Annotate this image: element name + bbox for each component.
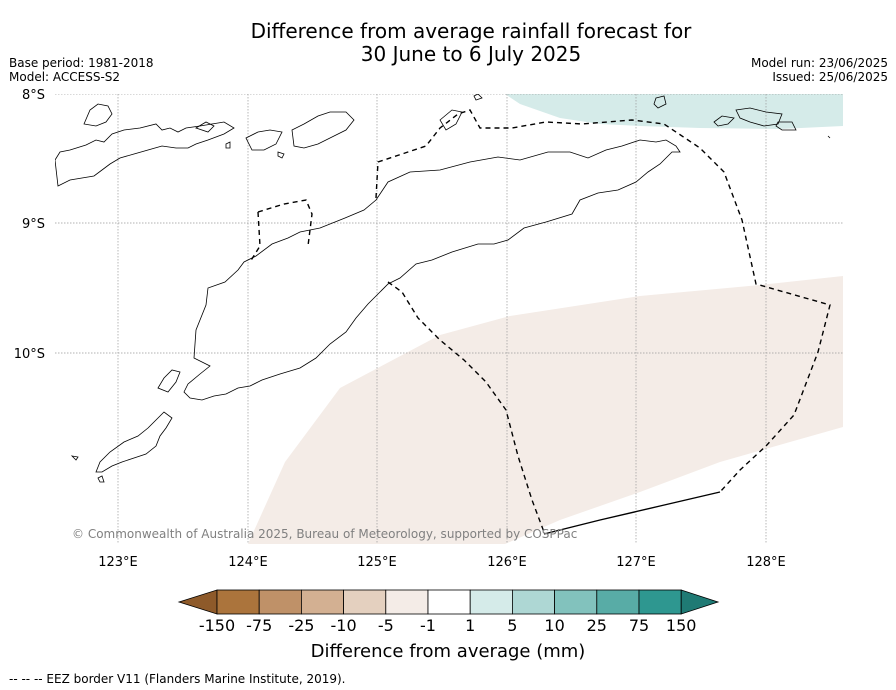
colorbar-segment [343, 589, 387, 615]
ndao-coast [97, 475, 105, 483]
lon-labels: 123°E 124°E 125°E 126°E 127°E 128°E [98, 555, 786, 570]
eez-south [387, 281, 545, 533]
maluku-islet-2 [713, 115, 735, 127]
colorbar-tick-label: 75 [629, 616, 649, 635]
title-line-2: 30 June to 6 July 2025 [360, 42, 582, 66]
maluku-islet-5 [473, 94, 483, 101]
colorbar-segment [258, 589, 302, 615]
colorbar-segment [469, 589, 513, 615]
colorbar-tick-label: -5 [378, 616, 394, 635]
colorbar-tick-label: 1 [465, 616, 475, 635]
title-line-1: Difference from average rainfall forecas… [250, 19, 692, 43]
colorbar-label: Difference from average (mm) [310, 641, 586, 662]
colorbar-segment [512, 589, 556, 615]
lon-label: 127°E [616, 555, 656, 570]
lon-label: 123°E [98, 555, 138, 570]
colorbar-segments [177, 589, 720, 615]
colorbar-ticks: -150 -75 -25 -10 -5 -1 1 5 10 25 75 150 [199, 616, 697, 635]
alor-coast-2 [83, 103, 113, 127]
semau-coast [157, 369, 181, 393]
islet-2 [195, 121, 215, 133]
issued-date: Issued: 25/06/2025 [772, 70, 888, 84]
alor-coast [55, 121, 235, 187]
lat-label: 9°S [22, 217, 45, 232]
lon-label: 125°E [357, 555, 397, 570]
base-info: Base period: 1981-2018 Model: ACCESS-S2 [9, 56, 154, 84]
colorbar-segment [427, 589, 471, 615]
colorbar-tick-label: -1 [420, 616, 436, 635]
colorbar-tick-label: 25 [587, 616, 607, 635]
colorbar-segment [554, 589, 598, 615]
lat-labels: 8°S 9°S 10°S [14, 88, 45, 362]
colorbar-tick-label: -10 [331, 616, 357, 635]
maritime-boundary [543, 491, 721, 535]
eez-timor-leste [375, 109, 831, 493]
lon-label: 126°E [487, 555, 527, 570]
base-period: Base period: 1981-2018 [9, 56, 154, 70]
colorbar-tick-label: -75 [246, 616, 272, 635]
colorbar: -150 -75 -25 -10 -5 -1 1 5 10 25 75 150 [177, 589, 720, 635]
colorbar-tick-label: 5 [507, 616, 517, 635]
lat-label: 8°S [22, 88, 45, 103]
islet-1 [245, 129, 283, 151]
map-area: © Commonwealth of Australia 2025, Bureau… [55, 94, 843, 544]
timor-coast [183, 139, 681, 401]
colorbar-segment [300, 589, 344, 615]
eez-borders [249, 109, 831, 533]
colorbar-segment [385, 589, 429, 615]
colorbar-segment [216, 589, 260, 615]
lat-label: 10°S [14, 347, 45, 362]
colorbar-segment [638, 589, 682, 615]
colorbar-extend-high [680, 589, 720, 615]
colorbar-segment [596, 589, 640, 615]
wetter-region [505, 94, 843, 129]
model-name: Model: ACCESS-S2 [9, 70, 121, 84]
colorbar-tick-label: -150 [199, 616, 235, 635]
islet-4 [225, 141, 231, 149]
maluku-islet-4 [775, 121, 797, 131]
islet-5 [277, 151, 285, 159]
islet-6 [70, 455, 79, 461]
chart-title: Difference from average rainfall forecas… [0, 20, 896, 66]
maluku-islet-3 [735, 107, 783, 127]
copyright-notice: © Commonwealth of Australia 2025, Bureau… [72, 527, 577, 541]
roti-coast [95, 411, 173, 473]
colorbar-tick-label: 10 [544, 616, 564, 635]
model-run: Model run: 23/06/2025 [750, 56, 888, 70]
lon-label: 124°E [228, 555, 268, 570]
colorbar-tick-label: 150 [666, 616, 697, 635]
wetar-coast [291, 111, 355, 149]
lon-label: 128°E [746, 555, 786, 570]
maluku-islet-1 [653, 95, 667, 109]
colorbar-tick-label: -25 [288, 616, 314, 635]
islet-3 [439, 109, 463, 131]
eez-oecusse [249, 199, 313, 263]
islet-7 [827, 135, 831, 139]
coastlines [55, 94, 831, 483]
eez-legend-note: -- -- -- EEZ border V11 (Flanders Marine… [9, 672, 346, 686]
drier-region [248, 276, 843, 544]
run-info: Model run: 23/06/2025 Issued: 25/06/2025 [751, 56, 888, 84]
colorbar-extend-low [177, 589, 218, 615]
